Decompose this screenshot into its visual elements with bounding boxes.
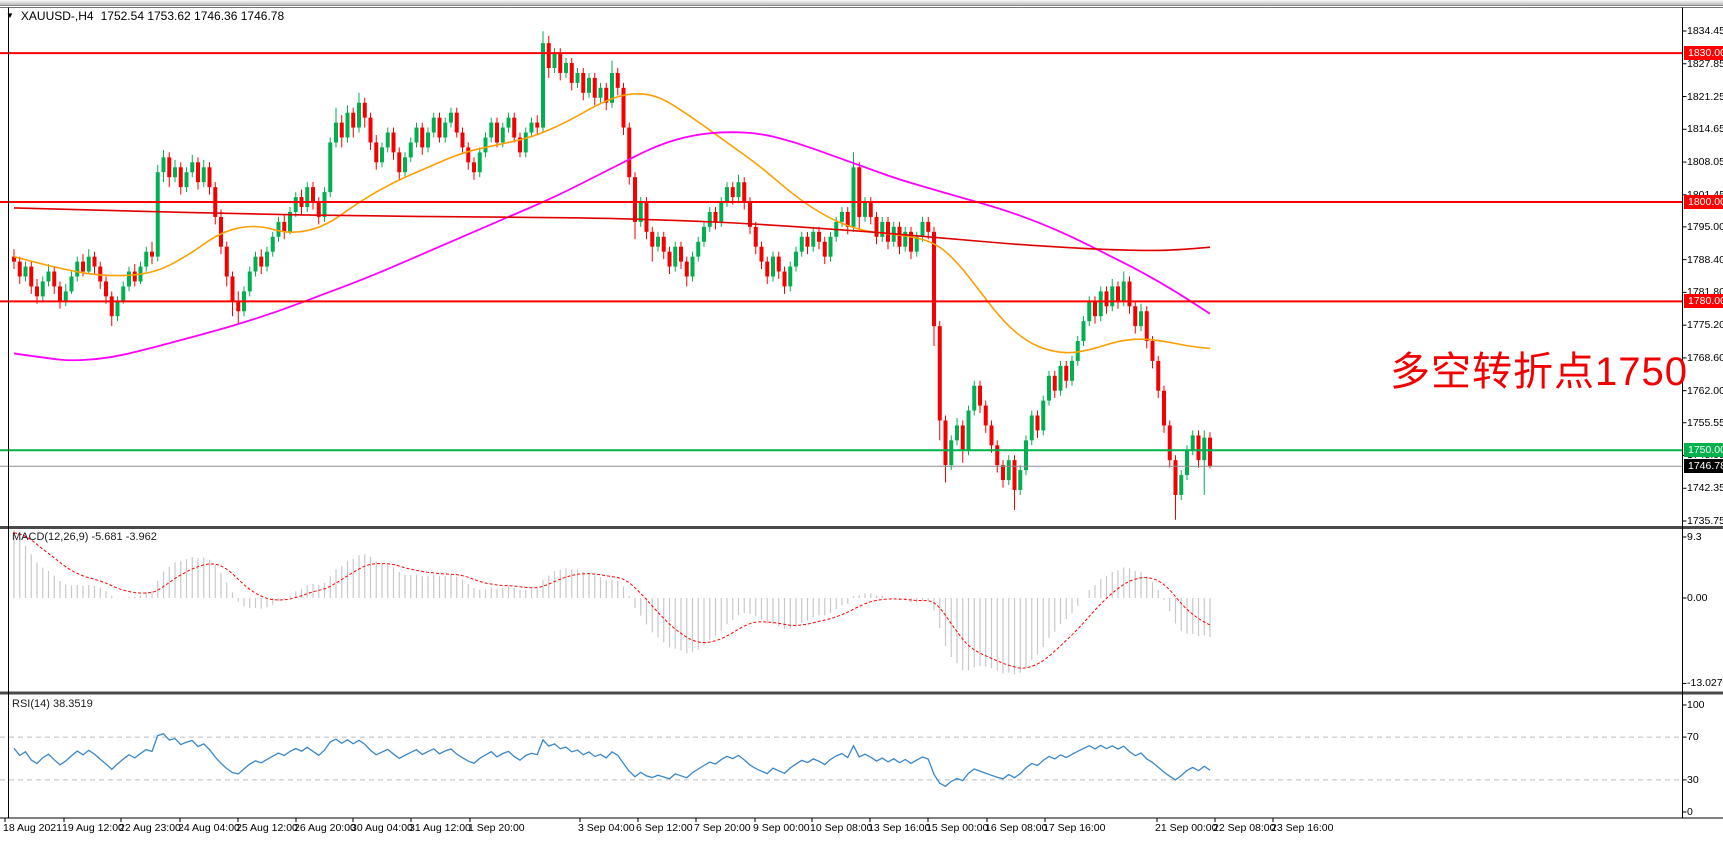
time-axis-label: 16 Sep 08:00	[985, 822, 1048, 834]
price-level-tag: 1800.00	[1684, 195, 1723, 210]
rsi-indicator-label: RSI(14) 38.3519	[12, 698, 93, 710]
price-level-tag: 1746.78	[1684, 459, 1723, 474]
slow-ma-red-line	[13, 207, 1211, 252]
rsi-axis-label: 0	[1687, 806, 1693, 818]
time-axis-label: 18 Aug 2021	[3, 822, 62, 834]
annotation-text: 多空转折点1750	[1390, 350, 1688, 394]
fast-ma-orange-line	[13, 93, 1211, 354]
price-level-tag: 1750.00	[1684, 443, 1723, 458]
rsi-axis-label: 70	[1687, 731, 1699, 744]
price-axis-label: 1742.35	[1687, 482, 1723, 495]
ohlc-readout: 1752.54 1753.62 1746.36 1746.78	[100, 9, 285, 23]
time-axis-label: 15 Sep 00:00	[926, 822, 989, 834]
rsi-axis-label: 100	[1687, 699, 1705, 711]
time-axis-label: 19 Aug 12:00	[62, 822, 124, 834]
time-axis-label: 22 Sep 08:00	[1213, 822, 1276, 834]
price-axis-label: 1788.40	[1687, 253, 1723, 266]
price-axis-label: 1768.60	[1687, 351, 1723, 364]
symbol-dropdown-icon[interactable]: ▼	[6, 11, 14, 20]
time-axis-label: 6 Sep 12:00	[636, 822, 693, 834]
time-axis-label: 9 Sep 00:00	[753, 822, 810, 834]
price-axis-label: 1834.45	[1687, 25, 1723, 37]
time-axis-label: 26 Aug 20:00	[294, 822, 356, 834]
macd-axis-label: 0.00	[1687, 592, 1708, 604]
rsi-axis-label: 30	[1687, 773, 1699, 786]
time-axis-label: 21 Sep 00:00	[1155, 822, 1218, 834]
price-axis-label: 1762.00	[1687, 384, 1723, 397]
chart-title: ▼ XAUUSD-,H4 1752.54 1753.62 1746.36 174…	[6, 9, 284, 23]
price-axis-label: 1775.20	[1687, 319, 1723, 332]
time-axis-label: 7 Sep 20:00	[694, 822, 751, 834]
price-axis-label: 1821.25	[1687, 90, 1723, 103]
price-level-tag: 1780.00	[1684, 294, 1723, 309]
time-axis-label: 10 Sep 08:00	[810, 822, 873, 834]
macd-axis-label: 9.3	[1687, 530, 1702, 543]
time-axis-label: 17 Sep 16:00	[1043, 822, 1106, 834]
horizontal-scrollbar[interactable]	[0, 0, 1723, 6]
price-axis-label: 1735.75	[1687, 515, 1723, 527]
time-axis-label: 13 Sep 16:00	[868, 822, 931, 834]
time-axis-label: 1 Sep 20:00	[468, 822, 525, 834]
macd-indicator-label: MACD(12,26,9) -5.681 -3.962	[12, 531, 157, 543]
price-axis-label: 1827.85	[1687, 57, 1723, 70]
price-axis-label: 1814.65	[1687, 123, 1723, 136]
time-axis-label: 25 Aug 12:00	[236, 822, 298, 834]
time-axis-label: 22 Aug 23:00	[119, 822, 181, 834]
macd-axis-label: -13.027	[1687, 677, 1723, 690]
price-axis-label: 1755.55	[1687, 416, 1723, 429]
price-axis-label: 1808.05	[1687, 156, 1723, 169]
time-axis-label: 30 Aug 04:00	[351, 822, 413, 834]
time-axis-label: 31 Aug 12:00	[409, 822, 471, 834]
symbol-period-label: XAUUSD-,H4	[20, 9, 94, 23]
rsi-line	[13, 732, 1211, 788]
time-axis-label: 23 Sep 16:00	[1271, 822, 1334, 834]
time-axis-label: 24 Aug 04:00	[178, 822, 240, 834]
time-axis-label: 3 Sep 04:00	[578, 822, 635, 834]
price-level-tag: 1830.00	[1684, 46, 1723, 61]
price-axis-label: 1795.00	[1687, 220, 1723, 233]
macd-signal-line	[13, 532, 1211, 669]
mid-ma-magenta-line	[13, 131, 1211, 362]
